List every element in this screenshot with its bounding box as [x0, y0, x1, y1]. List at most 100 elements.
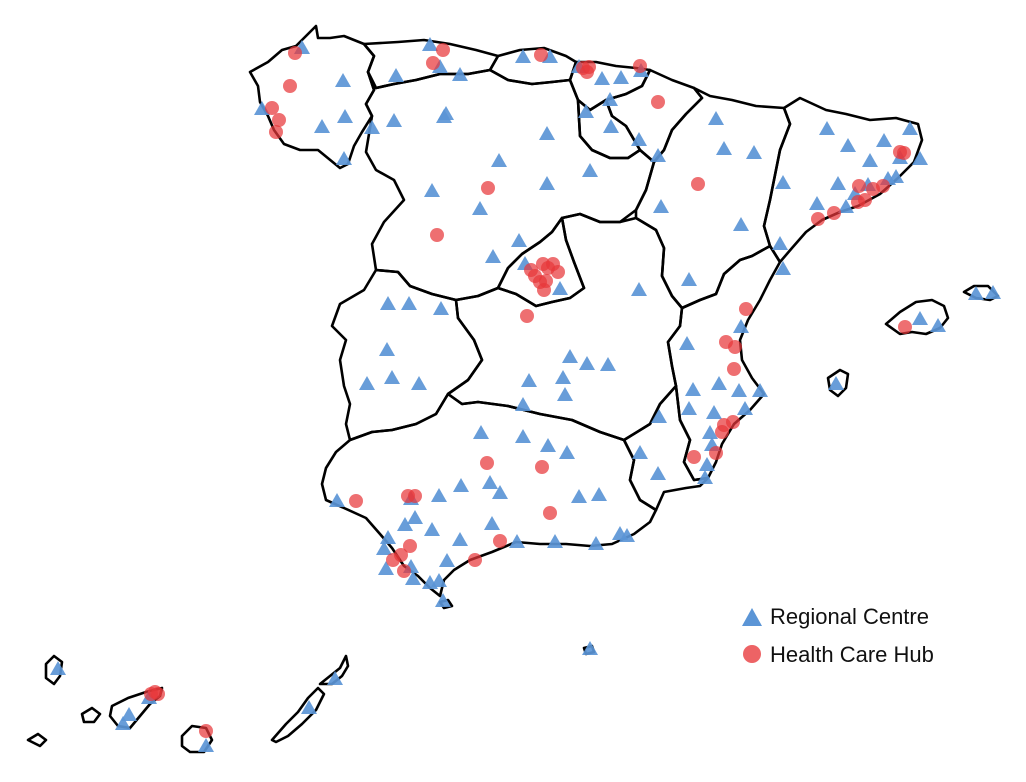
- region-el-hierro: [26, 732, 48, 748]
- health-care-hub-marker: [283, 79, 297, 93]
- regional-centre-marker: [697, 470, 713, 484]
- regional-centre-marker: [912, 151, 928, 165]
- regional-centre-marker: [930, 318, 946, 332]
- health-care-hub-marker: [349, 494, 363, 508]
- regional-centre-marker: [539, 176, 555, 190]
- regional-centre-marker: [679, 336, 695, 350]
- health-care-hub-marker: [851, 195, 865, 209]
- regional-centre-marker: [484, 516, 500, 530]
- regional-centre-marker: [631, 282, 647, 296]
- regional-centre-marker: [485, 249, 501, 263]
- health-care-hub-marker: [436, 43, 450, 57]
- regional-centre-marker: [828, 376, 844, 390]
- regional-centre-marker: [716, 141, 732, 155]
- regional-centre-marker: [578, 104, 594, 118]
- health-care-hub-marker: [827, 206, 841, 220]
- health-care-hub-marker: [535, 460, 549, 474]
- health-care-hub-marker: [852, 179, 866, 193]
- regional-centre-marker: [699, 457, 715, 471]
- regional-centre-marker: [388, 68, 404, 82]
- regional-centre-marker: [681, 272, 697, 286]
- health-care-hub-marker: [272, 113, 286, 127]
- regional-centre-marker: [752, 383, 768, 397]
- regional-centre-marker: [737, 401, 753, 415]
- health-care-hub-marker: [726, 415, 740, 429]
- legend: Regional Centre Health Care Hub: [742, 604, 934, 667]
- regional-centre-marker: [711, 376, 727, 390]
- health-care-hub-marker: [709, 446, 723, 460]
- regional-centre-marker: [482, 475, 498, 489]
- health-care-hub-marker: [727, 362, 741, 376]
- legend-regional-label: Regional Centre: [770, 604, 929, 629]
- region-la-gomera: [80, 706, 102, 724]
- regional-centre-marker: [384, 370, 400, 384]
- regional-centre-marker: [733, 217, 749, 231]
- regional-centre-marker: [772, 236, 788, 250]
- regional-centre-marker: [435, 593, 451, 607]
- regional-centre-marker: [424, 522, 440, 536]
- regional-centre-marker: [602, 92, 618, 106]
- health-care-hub-marker: [288, 46, 302, 60]
- regional-centre-marker: [540, 438, 556, 452]
- health-care-hub-marker: [520, 309, 534, 323]
- regional-centre-marker: [359, 376, 375, 390]
- regional-centre-marker: [515, 429, 531, 443]
- health-care-hub-marker: [148, 685, 162, 699]
- regional-centre-marker: [840, 138, 856, 152]
- regional-centre-marker: [600, 357, 616, 371]
- regional-centre-marker: [775, 175, 791, 189]
- regional-centre-marker: [407, 510, 423, 524]
- regional-centre-marker: [401, 296, 417, 310]
- regional-centre-marker: [681, 401, 697, 415]
- regional-centre-marker: [50, 661, 66, 675]
- regional-centre-marker: [838, 199, 854, 213]
- regional-centre-marker: [631, 132, 647, 146]
- health-care-hub-marker: [468, 553, 482, 567]
- regional-centre-marker: [650, 148, 666, 162]
- regional-centre-marker: [422, 37, 438, 51]
- regional-centre-marker: [876, 133, 892, 147]
- health-care-hub-marker: [265, 101, 279, 115]
- regional-centre-marker: [632, 445, 648, 459]
- regional-centre-marker: [521, 373, 537, 387]
- regional-centre-marker: [653, 199, 669, 213]
- health-care-hub-marker: [633, 59, 647, 73]
- health-care-hub-marker: [403, 539, 417, 553]
- legend-hub-label: Health Care Hub: [770, 642, 934, 667]
- region-castilla-mancha: [446, 212, 684, 442]
- health-care-hub-marker: [739, 302, 753, 316]
- regional-centre-marker: [731, 383, 747, 397]
- regional-centre-marker: [336, 151, 352, 165]
- regional-centre-marker: [830, 176, 846, 190]
- legend-regional-symbol: [742, 608, 762, 626]
- regional-centre-marker: [379, 342, 395, 356]
- health-care-hub-marker: [199, 724, 213, 738]
- health-care-hub-marker: [543, 506, 557, 520]
- regional-centre-marker: [301, 700, 317, 714]
- regional-centre-marker: [819, 121, 835, 135]
- regional-centre-marker: [702, 425, 718, 439]
- regional-centre-marker: [453, 478, 469, 492]
- health-care-hub-marker: [687, 450, 701, 464]
- regional-centre-marker: [314, 119, 330, 133]
- health-care-hub-marker: [876, 179, 890, 193]
- region-fuerteventura: [270, 686, 326, 744]
- region-galicia: [248, 24, 376, 170]
- regional-centre-marker: [809, 196, 825, 210]
- health-care-hub-marker: [536, 257, 550, 271]
- regional-centre-marker: [431, 488, 447, 502]
- regional-centre-marker: [650, 466, 666, 480]
- regional-centre-marker: [364, 120, 380, 134]
- regional-centre-marker: [424, 183, 440, 197]
- regional-centre-marker: [115, 716, 131, 730]
- region-la-palma: [44, 654, 64, 686]
- health-care-hub-marker: [408, 489, 422, 503]
- regional-centre-marker: [559, 445, 575, 459]
- regional-centre-marker: [603, 119, 619, 133]
- regional-centre-marker: [433, 301, 449, 315]
- regional-centre-marker: [452, 532, 468, 546]
- regional-centre-marker: [985, 285, 1001, 299]
- health-care-hub-marker: [481, 181, 495, 195]
- regional-centre-marker: [491, 153, 507, 167]
